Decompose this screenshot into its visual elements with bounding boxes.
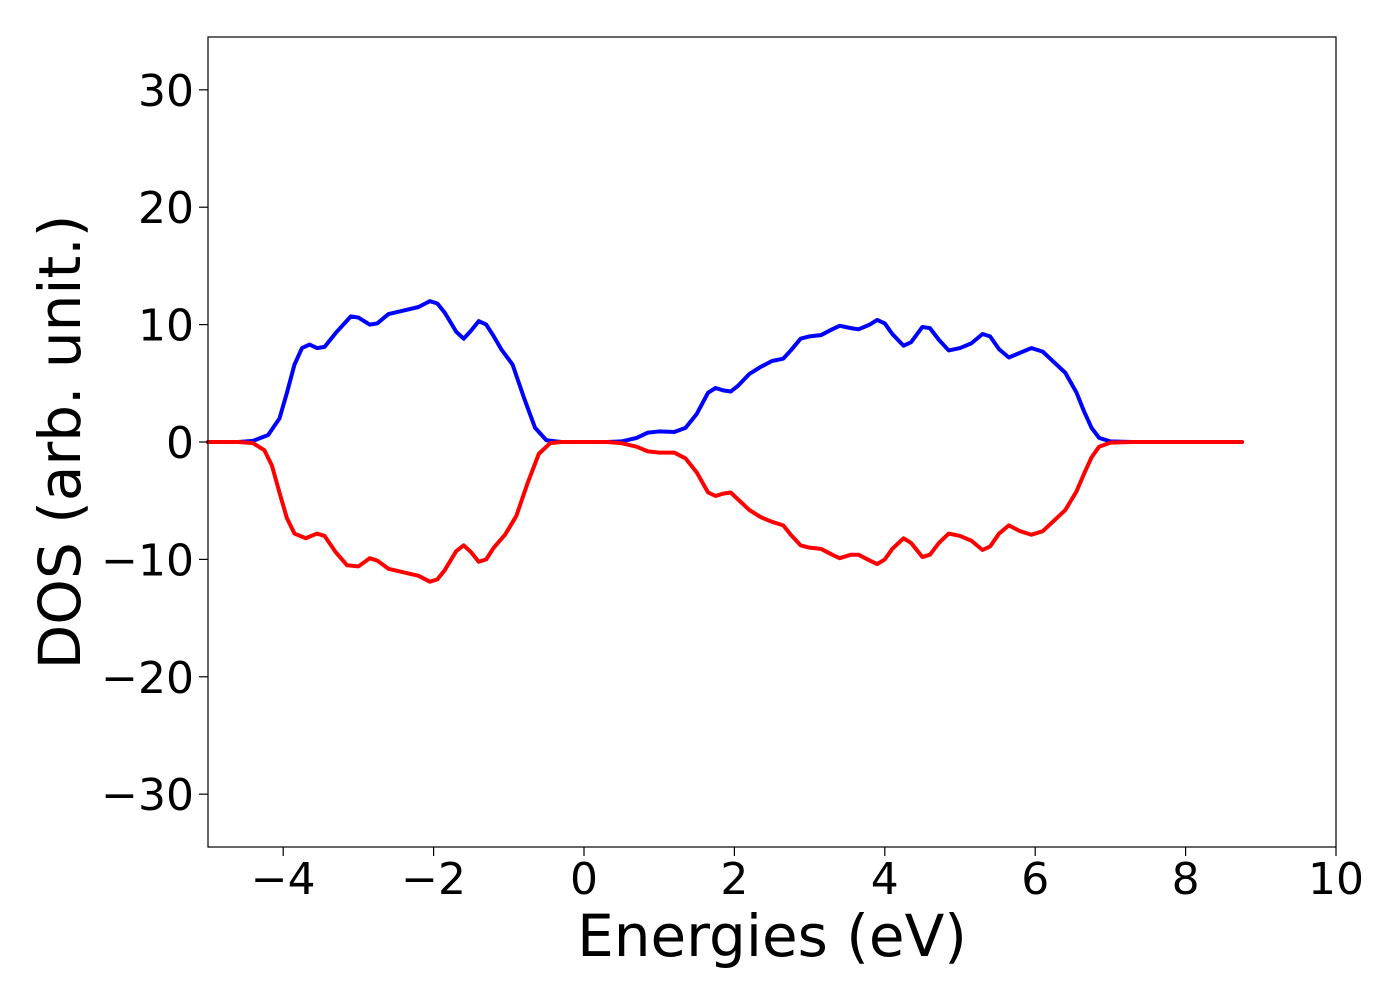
series-line-1 xyxy=(206,299,1244,444)
x-tick-label: 6 xyxy=(1021,854,1049,905)
y-tick-label: −30 xyxy=(101,770,194,821)
y-tick-label: 0 xyxy=(166,418,194,469)
x-tick-label: −2 xyxy=(401,854,466,905)
x-tick-label: −4 xyxy=(251,854,316,905)
y-tick-label: 20 xyxy=(138,183,194,234)
x-axis-label: Energies (eV) xyxy=(577,902,967,970)
y-tick-label: −20 xyxy=(101,653,194,704)
y-axis-label: DOS (arb. unit.) xyxy=(26,215,94,670)
series-line-2 xyxy=(206,440,1244,584)
series-layer xyxy=(206,299,1244,584)
y-tick-label: 30 xyxy=(138,66,194,117)
y-tick-label: 10 xyxy=(138,301,194,352)
x-tick-label: 10 xyxy=(1308,854,1364,905)
y-tick-label: −10 xyxy=(101,535,194,586)
x-tick-label: 4 xyxy=(871,854,899,905)
y-axis-ticks: 30 20 10 0 −10 −20 −30 xyxy=(101,66,208,821)
x-axis-ticks: −4 −2 0 2 4 6 8 10 xyxy=(251,847,1364,905)
x-tick-label: 0 xyxy=(570,854,598,905)
plot-frame xyxy=(207,36,1337,848)
x-tick-label: 8 xyxy=(1172,854,1200,905)
x-tick-label: 2 xyxy=(720,854,748,905)
